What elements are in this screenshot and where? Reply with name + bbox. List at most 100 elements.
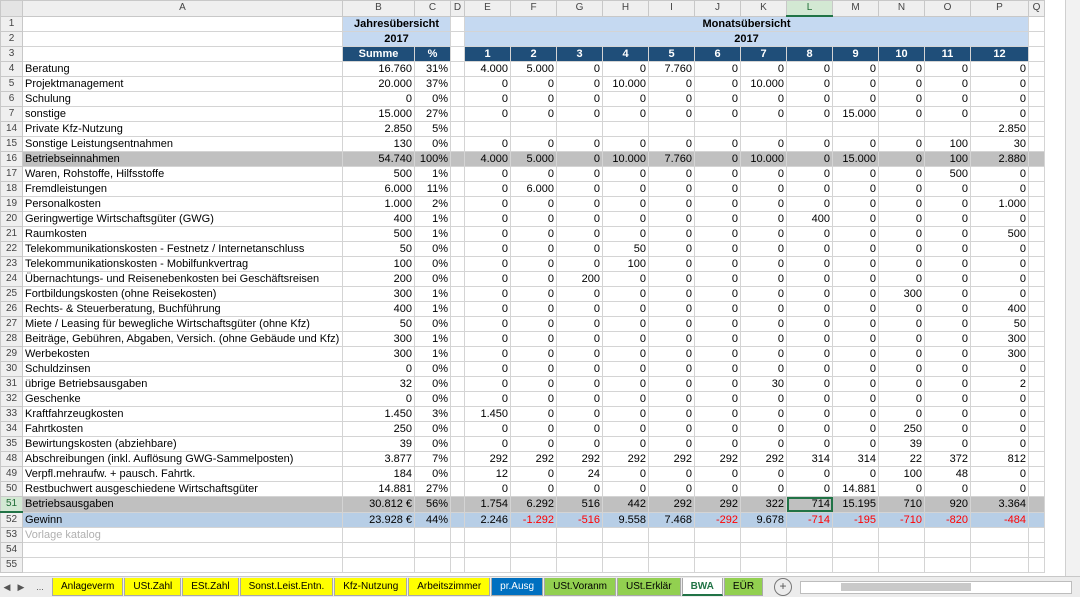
month-cell[interactable]: 0 bbox=[970, 76, 1029, 92]
prev-sheet-icon[interactable]: ◀ bbox=[3, 581, 11, 592]
sum-cell[interactable]: 3.877 bbox=[342, 451, 415, 467]
row-label[interactable]: Schuldzinsen bbox=[22, 361, 343, 377]
month-cell[interactable]: 0 bbox=[924, 61, 971, 77]
cell[interactable] bbox=[450, 211, 465, 227]
month-cell[interactable]: 0 bbox=[510, 301, 557, 317]
month-cell[interactable]: 0 bbox=[786, 421, 833, 437]
month-cell[interactable]: 0 bbox=[832, 436, 879, 452]
month-cell[interactable]: 0 bbox=[786, 361, 833, 377]
month-cell[interactable]: 250 bbox=[878, 421, 925, 437]
month-cell[interactable]: 0 bbox=[648, 226, 695, 242]
month-cell[interactable]: 0 bbox=[740, 391, 787, 407]
month-cell[interactable]: 0 bbox=[464, 166, 511, 182]
cell[interactable] bbox=[1028, 181, 1045, 197]
cell[interactable] bbox=[648, 527, 695, 543]
cell[interactable] bbox=[450, 196, 465, 212]
month-cell[interactable]: 0 bbox=[924, 241, 971, 257]
cell[interactable] bbox=[414, 557, 451, 573]
row-header[interactable]: 32 bbox=[0, 391, 23, 407]
cell[interactable] bbox=[464, 557, 511, 573]
month-cell[interactable]: 0 bbox=[832, 196, 879, 212]
month-cell[interactable]: 0 bbox=[740, 421, 787, 437]
month-cell[interactable]: 0 bbox=[786, 436, 833, 452]
cell[interactable] bbox=[1028, 31, 1045, 47]
cell[interactable] bbox=[450, 61, 465, 77]
sum-cell[interactable]: 23.928 € bbox=[342, 511, 415, 528]
month-cell[interactable]: 0 bbox=[510, 136, 557, 152]
percent-cell[interactable]: 3% bbox=[414, 406, 451, 422]
row-label[interactable]: Kraftfahrzeugkosten bbox=[22, 406, 343, 422]
cell[interactable] bbox=[1028, 557, 1045, 573]
month-cell[interactable]: 0 bbox=[970, 106, 1029, 122]
month-cell[interactable]: 200 bbox=[556, 271, 603, 287]
row-header[interactable]: 52 bbox=[0, 511, 23, 528]
horizontal-scrollbar[interactable] bbox=[800, 580, 1072, 594]
column-header-d[interactable]: D bbox=[450, 0, 465, 17]
month-cell[interactable]: 15.195 bbox=[832, 496, 879, 513]
month-cell[interactable]: 0 bbox=[970, 211, 1029, 227]
cell[interactable] bbox=[602, 557, 649, 573]
month-cell[interactable]: 0 bbox=[602, 421, 649, 437]
row-header[interactable]: 55 bbox=[0, 557, 23, 573]
month-cell[interactable]: 0 bbox=[786, 331, 833, 347]
row-header[interactable]: 3 bbox=[0, 46, 23, 62]
month-cell[interactable]: 10.000 bbox=[740, 151, 787, 167]
month-cell[interactable]: 0 bbox=[648, 271, 695, 287]
percent-cell[interactable]: 56% bbox=[414, 496, 451, 513]
row-label[interactable]: sonstige bbox=[22, 106, 343, 122]
cell[interactable] bbox=[970, 542, 1029, 558]
cell[interactable] bbox=[832, 527, 879, 543]
month-cell[interactable]: 12 bbox=[464, 466, 511, 482]
row-label[interactable]: Fremdleistungen bbox=[22, 181, 343, 197]
month-cell[interactable]: 0 bbox=[970, 466, 1029, 482]
month-cell[interactable]: 0 bbox=[510, 211, 557, 227]
cell[interactable] bbox=[1028, 226, 1045, 242]
month-cell[interactable]: 2.850 bbox=[970, 121, 1029, 137]
row-header[interactable]: 18 bbox=[0, 181, 23, 197]
select-all-corner[interactable] bbox=[0, 0, 23, 17]
cell[interactable] bbox=[464, 542, 511, 558]
cell[interactable] bbox=[1028, 466, 1045, 482]
month-cell[interactable]: 0 bbox=[602, 91, 649, 107]
month-cell[interactable]: 0 bbox=[510, 226, 557, 242]
cell[interactable] bbox=[450, 241, 465, 257]
cell[interactable] bbox=[450, 181, 465, 197]
month-cell[interactable]: 0 bbox=[924, 91, 971, 107]
sum-cell[interactable]: 300 bbox=[342, 331, 415, 347]
month-cell[interactable]: 0 bbox=[694, 271, 741, 287]
month-cell[interactable]: 0 bbox=[832, 316, 879, 332]
month-cell[interactable]: -714 bbox=[786, 511, 833, 528]
sum-cell[interactable]: 1.450 bbox=[342, 406, 415, 422]
sum-cell[interactable]: 14.881 bbox=[342, 481, 415, 497]
month-cell[interactable]: 0 bbox=[510, 166, 557, 182]
month-cell[interactable]: 0 bbox=[740, 181, 787, 197]
month-cell[interactable]: 1.754 bbox=[464, 496, 511, 513]
month-cell[interactable]: 0 bbox=[556, 436, 603, 452]
month-cell[interactable]: 0 bbox=[648, 466, 695, 482]
add-sheet-icon[interactable]: + bbox=[774, 578, 793, 596]
row-header[interactable]: 23 bbox=[0, 256, 23, 272]
month-cell[interactable]: 0 bbox=[832, 271, 879, 287]
cell[interactable] bbox=[1028, 406, 1045, 422]
row-label[interactable]: Telekommunikationskosten - Festnetz / In… bbox=[22, 241, 343, 257]
month-cell[interactable]: 0 bbox=[740, 406, 787, 422]
month-cell[interactable]: 0 bbox=[648, 316, 695, 332]
column-header-j[interactable]: J bbox=[694, 0, 741, 17]
month-cell[interactable]: 0 bbox=[878, 151, 925, 167]
cell[interactable] bbox=[786, 542, 833, 558]
month-cell[interactable]: 0 bbox=[694, 376, 741, 392]
month-cell[interactable]: 0 bbox=[924, 376, 971, 392]
month-cell[interactable]: 292 bbox=[740, 451, 787, 467]
cell[interactable] bbox=[648, 542, 695, 558]
percent-cell[interactable]: 5% bbox=[414, 121, 451, 137]
cell[interactable] bbox=[450, 391, 465, 407]
month-cell[interactable]: 292 bbox=[602, 451, 649, 467]
cell[interactable] bbox=[1028, 286, 1045, 302]
row-label[interactable]: Restbuchwert ausgeschiedene Wirtschaftsg… bbox=[22, 481, 343, 497]
column-header-a[interactable]: A bbox=[22, 0, 343, 17]
month-cell[interactable]: 0 bbox=[924, 211, 971, 227]
month-cell[interactable]: 0 bbox=[602, 166, 649, 182]
month-cell[interactable]: 0 bbox=[694, 481, 741, 497]
month-cell[interactable]: 9.678 bbox=[740, 511, 787, 528]
